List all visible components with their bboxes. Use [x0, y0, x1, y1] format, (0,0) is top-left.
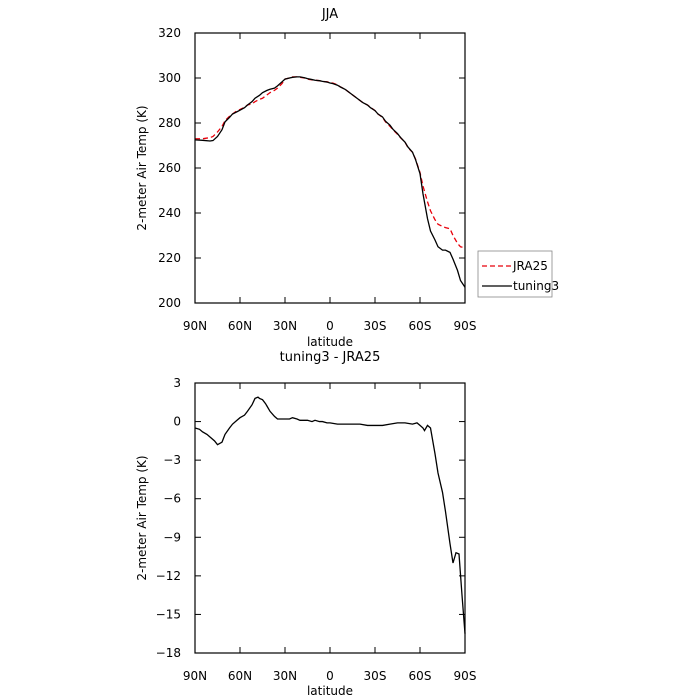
- y-tick-label: 3: [173, 376, 181, 390]
- series-group: [194, 76, 466, 288]
- y-tick-label: 300: [158, 71, 181, 85]
- tick-group: 90N 60N 30N 0 30S 60S 90S 200 220 240 260 280 300 320: [158, 26, 476, 333]
- series-group: [194, 396, 466, 634]
- series-line-tuning3: [194, 76, 466, 288]
- chart-jja: JJA 90N 60N 30N 0 30S 60S 90S 200 220 240 260 280 30…: [135, 7, 559, 349]
- series-line-series-0: [194, 396, 466, 634]
- y-axis-label: 2-meter Air Temp (K): [135, 105, 149, 230]
- chart-difference: tuning3 - JRA25 90N 60N 30N 0 30S 60S 90S 3 0 −3 −…: [135, 350, 476, 698]
- x-tick-label: 30S: [364, 669, 387, 683]
- y-tick-label: −3: [163, 453, 181, 467]
- y-tick-label: −15: [156, 607, 181, 621]
- y-tick-label: −18: [156, 646, 181, 660]
- x-tick-label: 0: [326, 319, 334, 333]
- x-axis-label: latitude: [307, 335, 353, 349]
- y-tick-label: −6: [163, 492, 181, 506]
- legend: JRA25 tuning3: [477, 250, 559, 298]
- x-tick-label: 60N: [228, 669, 252, 683]
- y-tick-label: 280: [158, 116, 181, 130]
- y-tick-label: 320: [158, 26, 181, 40]
- y-tick-label: 0: [173, 415, 181, 429]
- y-axis-label: 2-meter Air Temp (K): [135, 455, 149, 580]
- legend-box: [477, 250, 553, 298]
- y-tick-label: −9: [163, 530, 181, 544]
- y-tick-label: 200: [158, 296, 181, 310]
- x-tick-label: 0: [326, 669, 334, 683]
- chart-title: tuning3 - JRA25: [280, 350, 381, 365]
- x-tick-label: 60S: [409, 669, 432, 683]
- plot-frame: [194, 32, 466, 304]
- legend-label-jra25: JRA25: [512, 259, 548, 273]
- x-axis-label: latitude: [307, 684, 353, 698]
- y-tick-label: 260: [158, 161, 181, 175]
- y-tick-label: 240: [158, 206, 181, 220]
- y-tick-label: 220: [158, 251, 181, 265]
- chart-title: JJA: [321, 7, 338, 22]
- legend-label-tuning3: tuning3: [513, 279, 559, 293]
- tick-group: 90N 60N 30N 0 30S 60S 90S 3 0 −3 −6 −9 −12 −15 −18: [156, 376, 477, 683]
- x-tick-label: 30N: [273, 669, 297, 683]
- y-tick-label: −12: [156, 569, 181, 583]
- x-tick-label: 90S: [454, 669, 477, 683]
- x-tick-label: 90N: [183, 669, 207, 683]
- x-tick-label: 90S: [454, 319, 477, 333]
- series-line-jra25: [195, 76, 466, 249]
- x-tick-label: 30S: [364, 319, 387, 333]
- x-tick-label: 90N: [183, 319, 207, 333]
- x-tick-label: 60N: [228, 319, 252, 333]
- x-tick-label: 30N: [273, 319, 297, 333]
- x-tick-label: 60S: [409, 319, 432, 333]
